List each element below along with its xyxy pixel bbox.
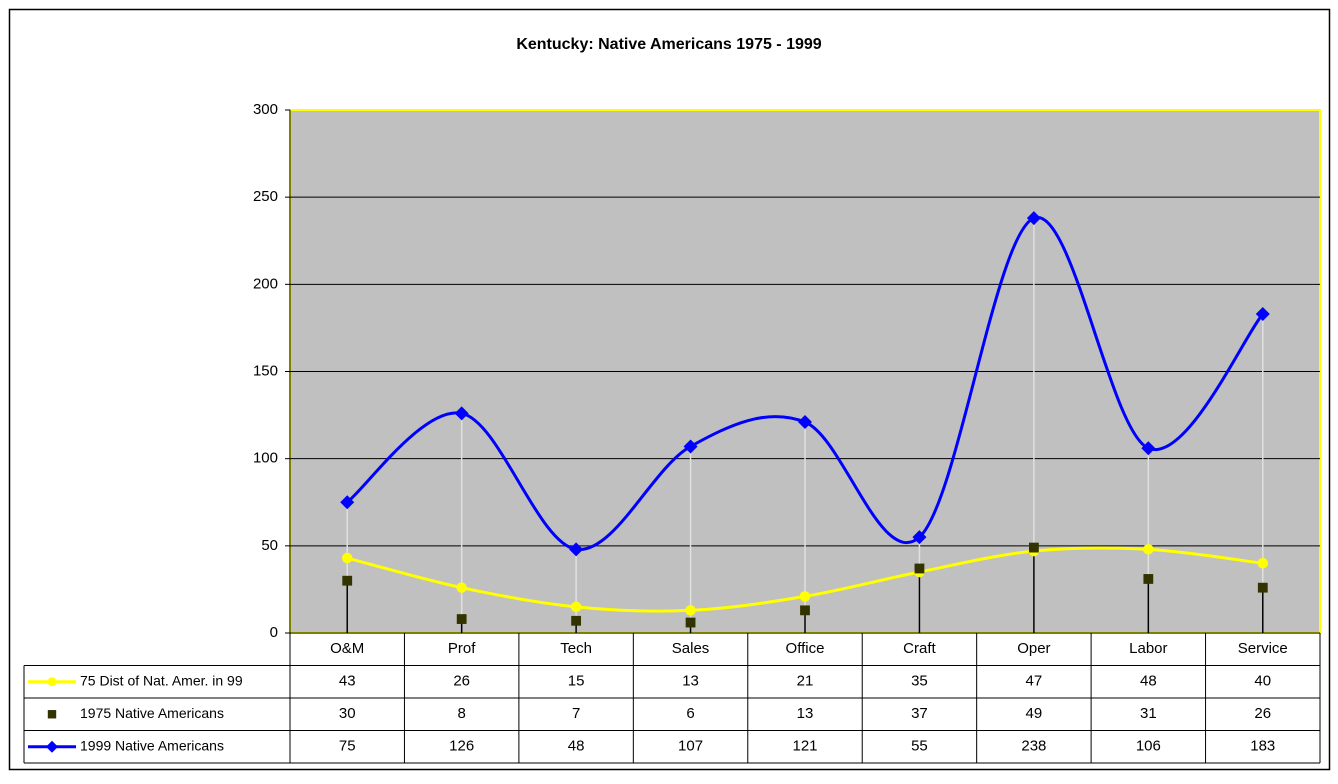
marker (683, 439, 698, 454)
marker (1026, 211, 1041, 226)
marker (454, 406, 469, 421)
marker (800, 605, 810, 616)
x-tick-label: Service (1238, 640, 1288, 657)
x-tick-label: Oper (1017, 640, 1050, 657)
marker (1143, 544, 1154, 555)
table-value: 183 (1250, 738, 1275, 755)
x-tick-label: O&M (330, 640, 364, 657)
table-value: 121 (792, 738, 817, 755)
table-value: 26 (1254, 705, 1271, 722)
y-tick-label: 300 (253, 101, 278, 118)
legend-label: 75 Dist of Nat. Amer. in 99 (80, 672, 243, 688)
y-tick-label: 100 (253, 450, 278, 467)
y-tick-label: 150 (253, 362, 278, 379)
marker (799, 591, 811, 602)
table-value: 35 (911, 673, 928, 690)
legend-label: 1999 Native Americans (80, 737, 224, 753)
table-value: 13 (797, 705, 814, 722)
table-value: 30 (339, 705, 356, 722)
legend-marker (47, 677, 57, 687)
table-value: 106 (1136, 738, 1161, 755)
marker (798, 415, 812, 430)
marker (456, 614, 467, 624)
marker (341, 552, 353, 564)
marker (685, 605, 696, 616)
table-value: 8 (457, 705, 465, 722)
marker (912, 530, 927, 545)
marker (685, 617, 696, 628)
marker (1257, 558, 1269, 569)
table-value: 47 (1026, 673, 1043, 690)
marker (342, 575, 353, 586)
table-value: 238 (1021, 738, 1046, 755)
x-tick-label: Prof (448, 640, 476, 657)
y-tick-label: 50 (261, 537, 278, 554)
marker (1255, 306, 1270, 321)
table-value: 7 (572, 705, 580, 722)
table-value: 55 (911, 738, 928, 755)
x-tick-label: Office (786, 640, 825, 657)
legend-marker (47, 710, 57, 719)
y-tick-label: 200 (253, 275, 278, 292)
y-tick-label: 0 (270, 624, 278, 641)
table-value: 49 (1026, 705, 1043, 722)
table-value: 21 (797, 673, 814, 690)
table-value: 37 (911, 705, 928, 722)
legend-marker (46, 740, 58, 753)
marker (570, 601, 582, 613)
marker (571, 615, 582, 626)
table-value: 6 (686, 705, 694, 722)
x-tick-label: Tech (560, 640, 592, 657)
series-line (346, 216, 1264, 551)
table-value: 31 (1140, 705, 1157, 722)
chart-title: Kentucky: Native Americans 1975 - 1999 (516, 36, 821, 53)
table-value: 40 (1254, 673, 1271, 690)
marker (340, 495, 355, 510)
table-value: 15 (568, 673, 585, 690)
x-tick-label: Sales (672, 640, 710, 657)
marker (569, 542, 584, 557)
legend-label: 1975 Native Americans (80, 705, 224, 721)
marker (1257, 582, 1268, 593)
marker (1028, 542, 1039, 553)
x-tick-label: Labor (1129, 640, 1167, 657)
table-value: 48 (1140, 673, 1157, 690)
y-tick-label: 250 (253, 188, 278, 205)
table-value: 48 (568, 738, 585, 755)
table-value: 26 (453, 673, 470, 690)
table-value: 43 (339, 673, 356, 690)
table-value: 126 (449, 738, 474, 755)
marker (914, 563, 925, 574)
marker (1141, 441, 1156, 456)
marker (456, 582, 467, 593)
table-value: 75 (339, 738, 356, 755)
table-value: 13 (682, 673, 699, 690)
marker (1143, 574, 1154, 584)
x-tick-label: Craft (903, 640, 936, 657)
table-value: 107 (678, 738, 703, 755)
